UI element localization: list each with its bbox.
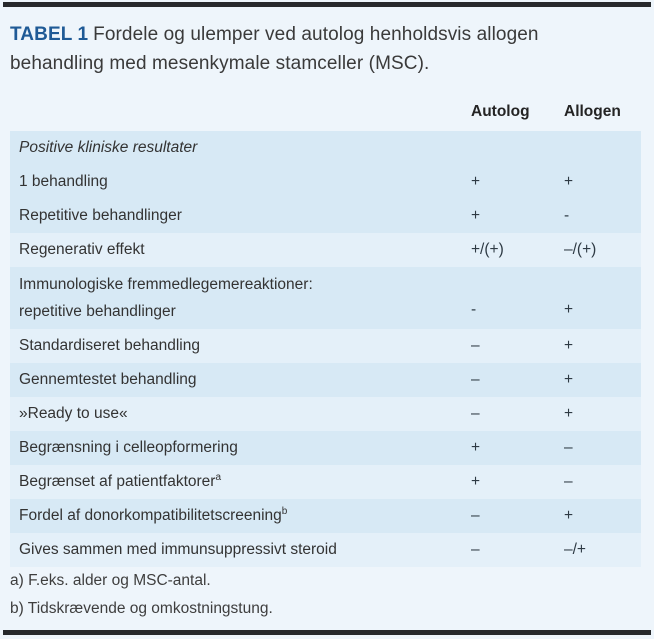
table-row: 1 behandling + + <box>10 165 641 199</box>
table-caption-text-line2: behandling med mesenkymale stamceller (M… <box>10 53 430 74</box>
allogen-value: + <box>564 507 574 524</box>
allogen-value: + <box>564 301 574 318</box>
row-label-line1: 1 behandling <box>19 173 108 190</box>
table-row: Begrænsning i celleopformering + – <box>10 431 641 465</box>
table-caption-text-line1: Fordele og ulemper ved autolog henholdsv… <box>93 24 539 45</box>
autolog-value: + <box>471 473 481 490</box>
autolog-value: + <box>471 207 481 224</box>
autolog-value: – <box>471 541 480 558</box>
footnote-b: b) Tidskrævende og omkostningstung. <box>10 599 273 617</box>
row-label-line1: Regenerativ effekt <box>19 241 145 258</box>
row-label-line1: Begrænsning i celleopformering <box>19 439 238 456</box>
row-label-line1: »Ready to use« <box>19 405 128 422</box>
row-label-line1: Repetitive behandlinger <box>19 207 182 224</box>
allogen-value: + <box>564 405 574 422</box>
row-label-line2: repetitive behandlinger <box>19 303 176 320</box>
allogen-value: –/+ <box>564 541 586 558</box>
table-row: Standardiseret behandling – + <box>10 329 641 363</box>
column-header-autolog: Autolog <box>471 103 530 120</box>
row-label-line1: Standardiseret behandling <box>19 337 200 354</box>
table-row: Gives sammen med immunsuppressivt steroi… <box>10 533 641 567</box>
allogen-value: –/(+) <box>564 241 597 258</box>
table-row: »Ready to use« – + <box>10 397 641 431</box>
row-label-line1: Fordel af donorkompatibilitetscreeningb <box>19 505 288 524</box>
autolog-value: - <box>471 301 477 318</box>
allogen-value: – <box>564 473 573 490</box>
row-label: 1 behandling <box>19 173 108 191</box>
footnotes: a) F.eks. alder og MSC-antal. b) Tidskræ… <box>10 567 273 622</box>
bottom-rule <box>3 630 651 635</box>
row-label-line1: Gives sammen med immunsuppressivt steroi… <box>19 541 337 558</box>
table-caption-label: TABEL 1 <box>10 24 89 45</box>
autolog-value: + <box>471 173 481 190</box>
row-label-line1: Begrænset af patientfaktorera <box>19 471 222 490</box>
footnote-a: a) F.eks. alder og MSC-antal. <box>10 572 211 589</box>
allogen-value: + <box>564 173 574 190</box>
row-label: Repetitive behandlinger <box>19 207 182 225</box>
table-row: Positive kliniske resultater <box>10 131 641 165</box>
row-label-line1: Immunologiske fremmedlegemereaktioner: <box>19 276 313 293</box>
autolog-value: – <box>471 405 480 422</box>
row-label-line1: Positive kliniske resultater <box>19 139 198 156</box>
row-label: Positive kliniske resultater <box>19 139 197 157</box>
row-label: »Ready to use« <box>19 405 128 423</box>
table-caption-line1: TABEL 1 Fordele og ulemper ved autolog he… <box>10 20 640 49</box>
table-row: Immunologiske fremmedlegemereaktioner: re… <box>10 267 641 329</box>
row-label-line1: Gennemtestet behandling <box>19 371 197 388</box>
table-row: Regenerativ effekt +/(+) –/(+) <box>10 233 641 267</box>
top-rule <box>3 2 651 7</box>
autolog-value: + <box>471 439 481 456</box>
table-row: Gennemtestet behandling – + <box>10 363 641 397</box>
allogen-value: + <box>564 371 574 388</box>
table-row: Fordel af donorkompatibilitetscreeningb … <box>10 499 641 533</box>
row-label: Regenerativ effekt <box>19 241 145 259</box>
row-label: Standardiseret behandling <box>19 337 200 355</box>
row-label: Immunologiske fremmedlegemereaktioner: re… <box>19 271 313 325</box>
column-headers: Autolog Allogen <box>0 102 654 122</box>
table-row: Repetitive behandlinger + - <box>10 199 641 233</box>
row-label: Gives sammen med immunsuppressivt steroi… <box>19 541 337 559</box>
table-caption: TABEL 1 Fordele og ulemper ved autolog he… <box>10 20 640 78</box>
row-label: Fordel af donorkompatibilitetscreeningb <box>19 505 288 525</box>
autolog-value: – <box>471 337 480 354</box>
column-header-allogen: Allogen <box>564 103 621 120</box>
autolog-value: – <box>471 507 480 524</box>
allogen-value: – <box>564 439 573 456</box>
row-label: Begrænsning i celleopformering <box>19 439 238 457</box>
table-row: Begrænset af patientfaktorera + – <box>10 465 641 499</box>
row-label: Begrænset af patientfaktorera <box>19 471 222 491</box>
autolog-value: +/(+) <box>471 241 504 258</box>
allogen-value: + <box>564 337 574 354</box>
allogen-value: - <box>564 207 570 224</box>
autolog-value: – <box>471 371 480 388</box>
row-label: Gennemtestet behandling <box>19 371 197 389</box>
table-body: Positive kliniske resultater 1 behandlin… <box>10 131 641 567</box>
